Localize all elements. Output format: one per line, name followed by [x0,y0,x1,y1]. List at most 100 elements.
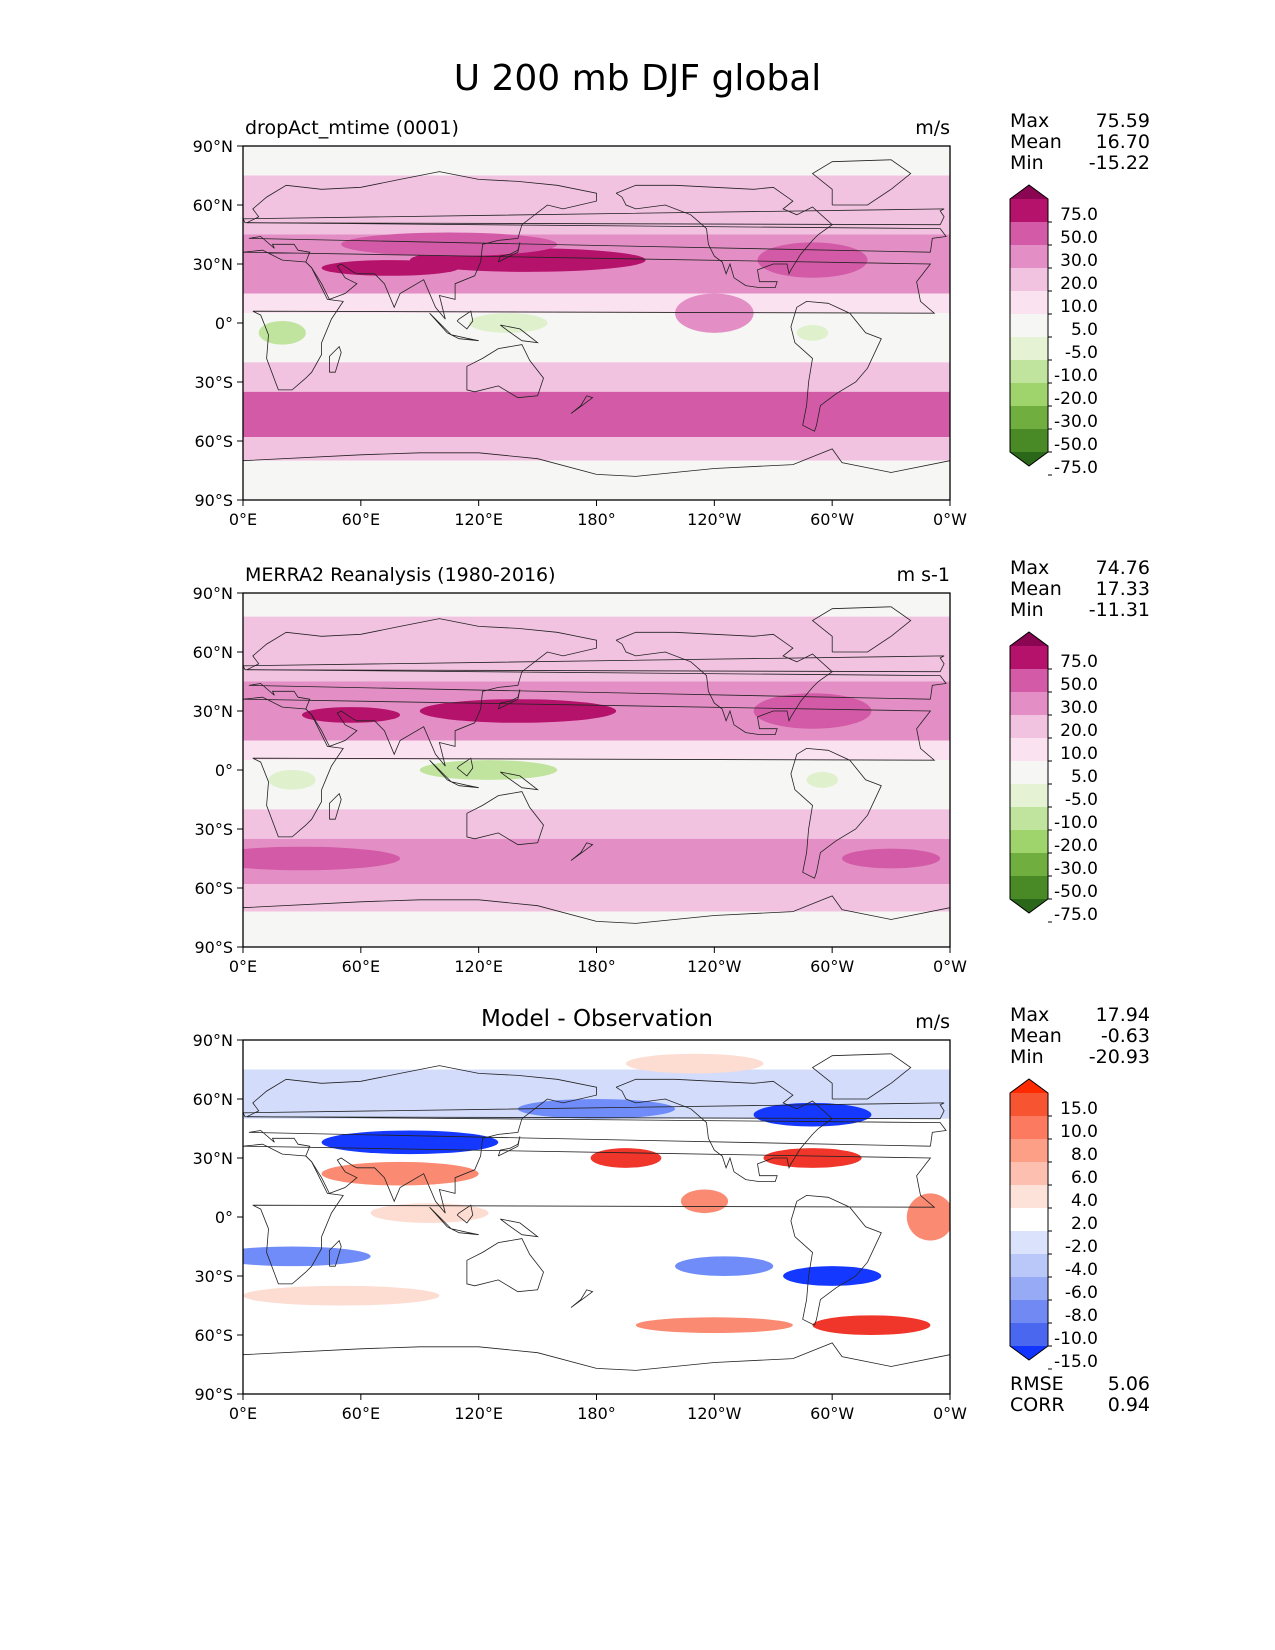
coastline-namerica [615,184,833,289]
contour-cell-6 [419,760,558,780]
contour-band-0 [243,146,950,176]
colorbar-obs: 75.0 50.0 30.0 20.0 10.0 5.0 -5.0 -10.0 -20.0 -30… [1009,631,1098,925]
colorbar-tick-label: -5.0 [1065,343,1098,363]
x-tick-label: 120°W [687,510,742,529]
colorbar-tick-label: 6.0 [1071,1168,1098,1188]
colorbar-tick-label: 75.0 [1060,652,1098,672]
colorbar-segment [1010,1254,1048,1278]
coastline-antarctica [243,1342,950,1371]
coastline-namerica [615,631,833,735]
colorbar-segment [1010,199,1048,223]
x-tick-label: 0°E [229,1404,257,1423]
colorbar-tick-label: 8.0 [1071,1145,1098,1165]
x-tick-label: 120°E [454,957,503,976]
contour-cell-1 [517,1099,676,1119]
y-tick-label: 90°S [194,1385,233,1404]
colorbar-segment [1010,245,1048,269]
map-panel-obs: 0°E 60°E 120°E 180° 120°W 60°W 0°W 90°N 60°N 30°N… [193,584,1098,976]
colorbar-extend-top [1010,632,1048,646]
contour-cell-12 [635,1317,793,1334]
y-tick-label: 30°S [194,1267,233,1286]
x-tick-label: 0°E [229,957,257,976]
contour-cell-4 [341,232,558,257]
coastline-japan [497,242,521,263]
colorbar-tick-label: -4.0 [1065,1260,1098,1280]
colorbar-tick-label: -5.0 [1065,790,1098,810]
colorbar-segment [1010,669,1048,693]
contour-cell-6 [468,313,548,333]
coastline-uk [243,208,945,226]
contour-cell-6 [680,1189,729,1214]
y-tick-label: 60°S [194,879,233,898]
x-tick-label: 60°W [810,510,854,529]
colorbar-tick-label: 10.0 [1060,297,1098,317]
coastline-africa [243,696,936,838]
x-tick-label: 180° [577,1404,616,1423]
colorbar-tick-label: -50.0 [1054,435,1098,455]
colorbar-segment [1010,1139,1048,1163]
colorbar-tick-label: -20.0 [1054,389,1098,409]
y-tick-label: 60°S [194,1326,233,1345]
colorbar-segment [1010,1185,1048,1209]
colorbar-segment [1010,406,1048,430]
colorbar-segment [1010,268,1048,292]
colorbar-segment [1010,1231,1048,1255]
colorbar-tick-label: 15.0 [1060,1099,1098,1119]
coastline-borneo [456,1204,474,1224]
coastline-japan [497,689,521,710]
contour-cell-1 [301,707,401,723]
y-tick-label: 60°N [193,196,233,215]
field-model [243,146,950,500]
colorbar-tick-label: -75.0 [1054,905,1098,925]
coastline-samerica [790,300,882,432]
contour-cell-9 [675,1256,774,1276]
colorbar-tick-label: -2.0 [1065,1237,1098,1257]
contour-band-7 [243,437,950,461]
colorbar-segment [1010,876,1048,900]
coastline-antarctica [243,895,950,924]
contour-band-7 [243,884,950,912]
coastline-eurasia [246,1065,947,1214]
contour-cell-3 [675,293,754,333]
colorbar-extend-bottom [1010,452,1048,466]
coastline-borneo [456,310,474,330]
y-tick-label: 60°N [193,1090,233,1109]
y-tick-label: 60°S [194,432,233,451]
x-tick-label: 120°E [454,1404,503,1423]
colorbar-tick-label: -75.0 [1054,458,1098,478]
colorbar-segment [1010,291,1048,315]
contour-cell-15 [625,1053,764,1074]
y-tick-label: 30°N [193,702,233,721]
colorbar-segment [1010,314,1048,338]
coastline-borneo [456,757,474,777]
colorbar-tick-label: 20.0 [1060,721,1098,741]
contour-cell-10 [783,1266,882,1286]
colorbar-tick-label: 30.0 [1060,698,1098,718]
colorbar-tick-label: 5.0 [1071,320,1098,340]
colorbar-tick-label: -15.0 [1054,1352,1098,1372]
coastline-madagascar [328,792,342,820]
coastline-newguinea [500,771,539,791]
colorbar-tick-label: 30.0 [1060,251,1098,271]
coastline-newzealand [570,842,594,861]
y-tick-label: 0° [215,1208,233,1227]
y-tick-label: 0° [215,314,233,333]
coastline-africa [243,249,936,391]
coastline-newzealand [570,1289,594,1308]
y-tick-label: 90°N [193,1031,233,1050]
contour-band-4 [243,760,950,810]
colorbar-tick-label: 50.0 [1060,228,1098,248]
colorbar-segment [1010,1162,1048,1186]
colorbar-segment [1010,429,1048,453]
colorbar-tick-label: 75.0 [1060,205,1098,225]
x-tick-label: 0°E [229,510,257,529]
figure-title: U 200 mb DJF global [453,58,822,99]
coastline-eurasia [246,171,947,320]
colorbar-tick-label: -20.0 [1054,836,1098,856]
coastline-newguinea [500,324,539,344]
panel2-title: MERRA2 Reanalysis (1980-2016) [245,564,556,586]
colorbar-tick-label: -30.0 [1054,412,1098,432]
colorbar-segment [1010,830,1048,854]
colorbar-segment [1010,1323,1048,1347]
